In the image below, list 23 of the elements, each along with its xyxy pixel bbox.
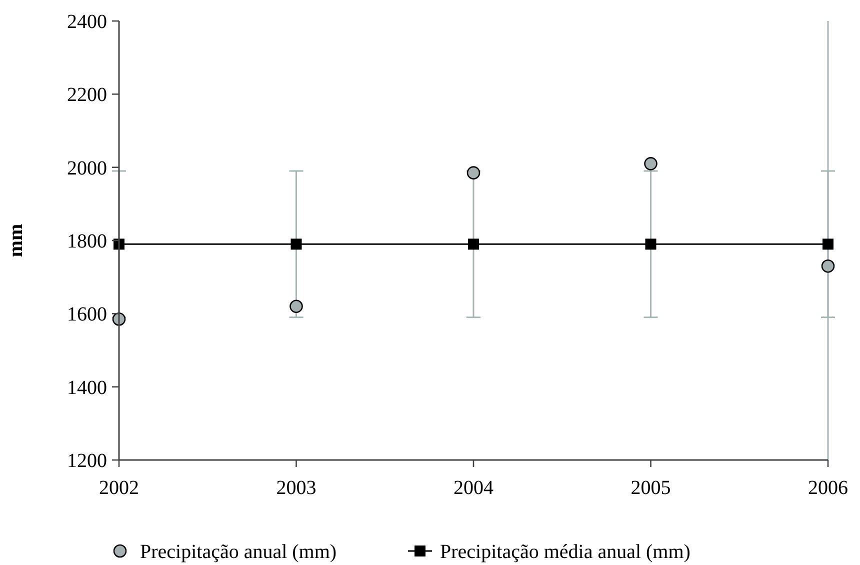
y-tick-label: 2000 bbox=[67, 157, 107, 180]
x-tick-label: 2004 bbox=[454, 477, 494, 499]
x-tick-label: 2006 bbox=[808, 477, 848, 499]
y-tick-label: 1600 bbox=[67, 304, 107, 326]
point bbox=[822, 238, 834, 250]
point bbox=[468, 238, 479, 250]
point bbox=[821, 259, 835, 273]
y-tick-label: 1400 bbox=[67, 376, 107, 399]
y-tick-label: 1200 bbox=[67, 450, 107, 472]
point bbox=[645, 238, 656, 250]
y-tick-label: 2200 bbox=[67, 84, 107, 106]
y-tick-label: 1800 bbox=[67, 230, 107, 252]
x-tick-label: 2005 bbox=[630, 477, 671, 499]
x-tick-label: 2002 bbox=[99, 477, 139, 499]
x-tick-label: 2003 bbox=[276, 477, 316, 499]
y-axis-title: mm bbox=[5, 224, 27, 258]
legend-label: Precipitação média anual (mm) bbox=[440, 541, 690, 563]
point bbox=[466, 166, 480, 180]
point bbox=[644, 157, 658, 170]
point bbox=[290, 300, 303, 313]
y-tick-label: 2400 bbox=[67, 11, 107, 33]
legend-label: Precipitação anual (mm) bbox=[140, 541, 337, 563]
point bbox=[290, 238, 302, 250]
